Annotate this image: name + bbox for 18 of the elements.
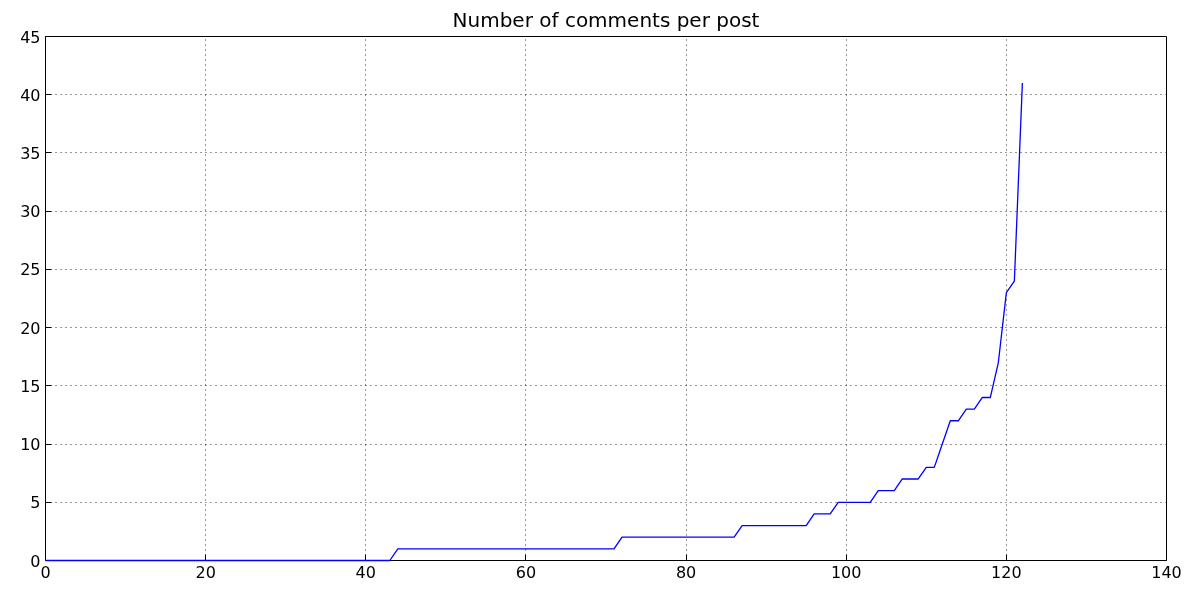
y-tick-label: 40	[20, 85, 41, 105]
y-tick-label: 20	[20, 318, 41, 338]
y-tick-label: 45	[20, 27, 41, 47]
chart-title: Number of comments per post	[452, 7, 760, 32]
x-tick-label: 20	[195, 562, 216, 582]
x-tick-label: 140	[1151, 562, 1182, 582]
x-tick-label: 60	[515, 562, 537, 582]
y-tick-label: 30	[20, 202, 41, 222]
x-tick-label: 100	[830, 562, 862, 582]
x-tick-label: 120	[991, 562, 1022, 582]
line-series	[44, 82, 1024, 562]
y-tick-label: 35	[20, 143, 41, 163]
x-tick-label: 80	[675, 562, 697, 582]
x-tick-label: 40	[355, 562, 376, 582]
y-tick-label: 5	[30, 493, 41, 513]
y-tick-label: 15	[20, 376, 41, 396]
y-tick-label: 10	[20, 435, 41, 455]
y-tick-label: 25	[20, 260, 41, 280]
